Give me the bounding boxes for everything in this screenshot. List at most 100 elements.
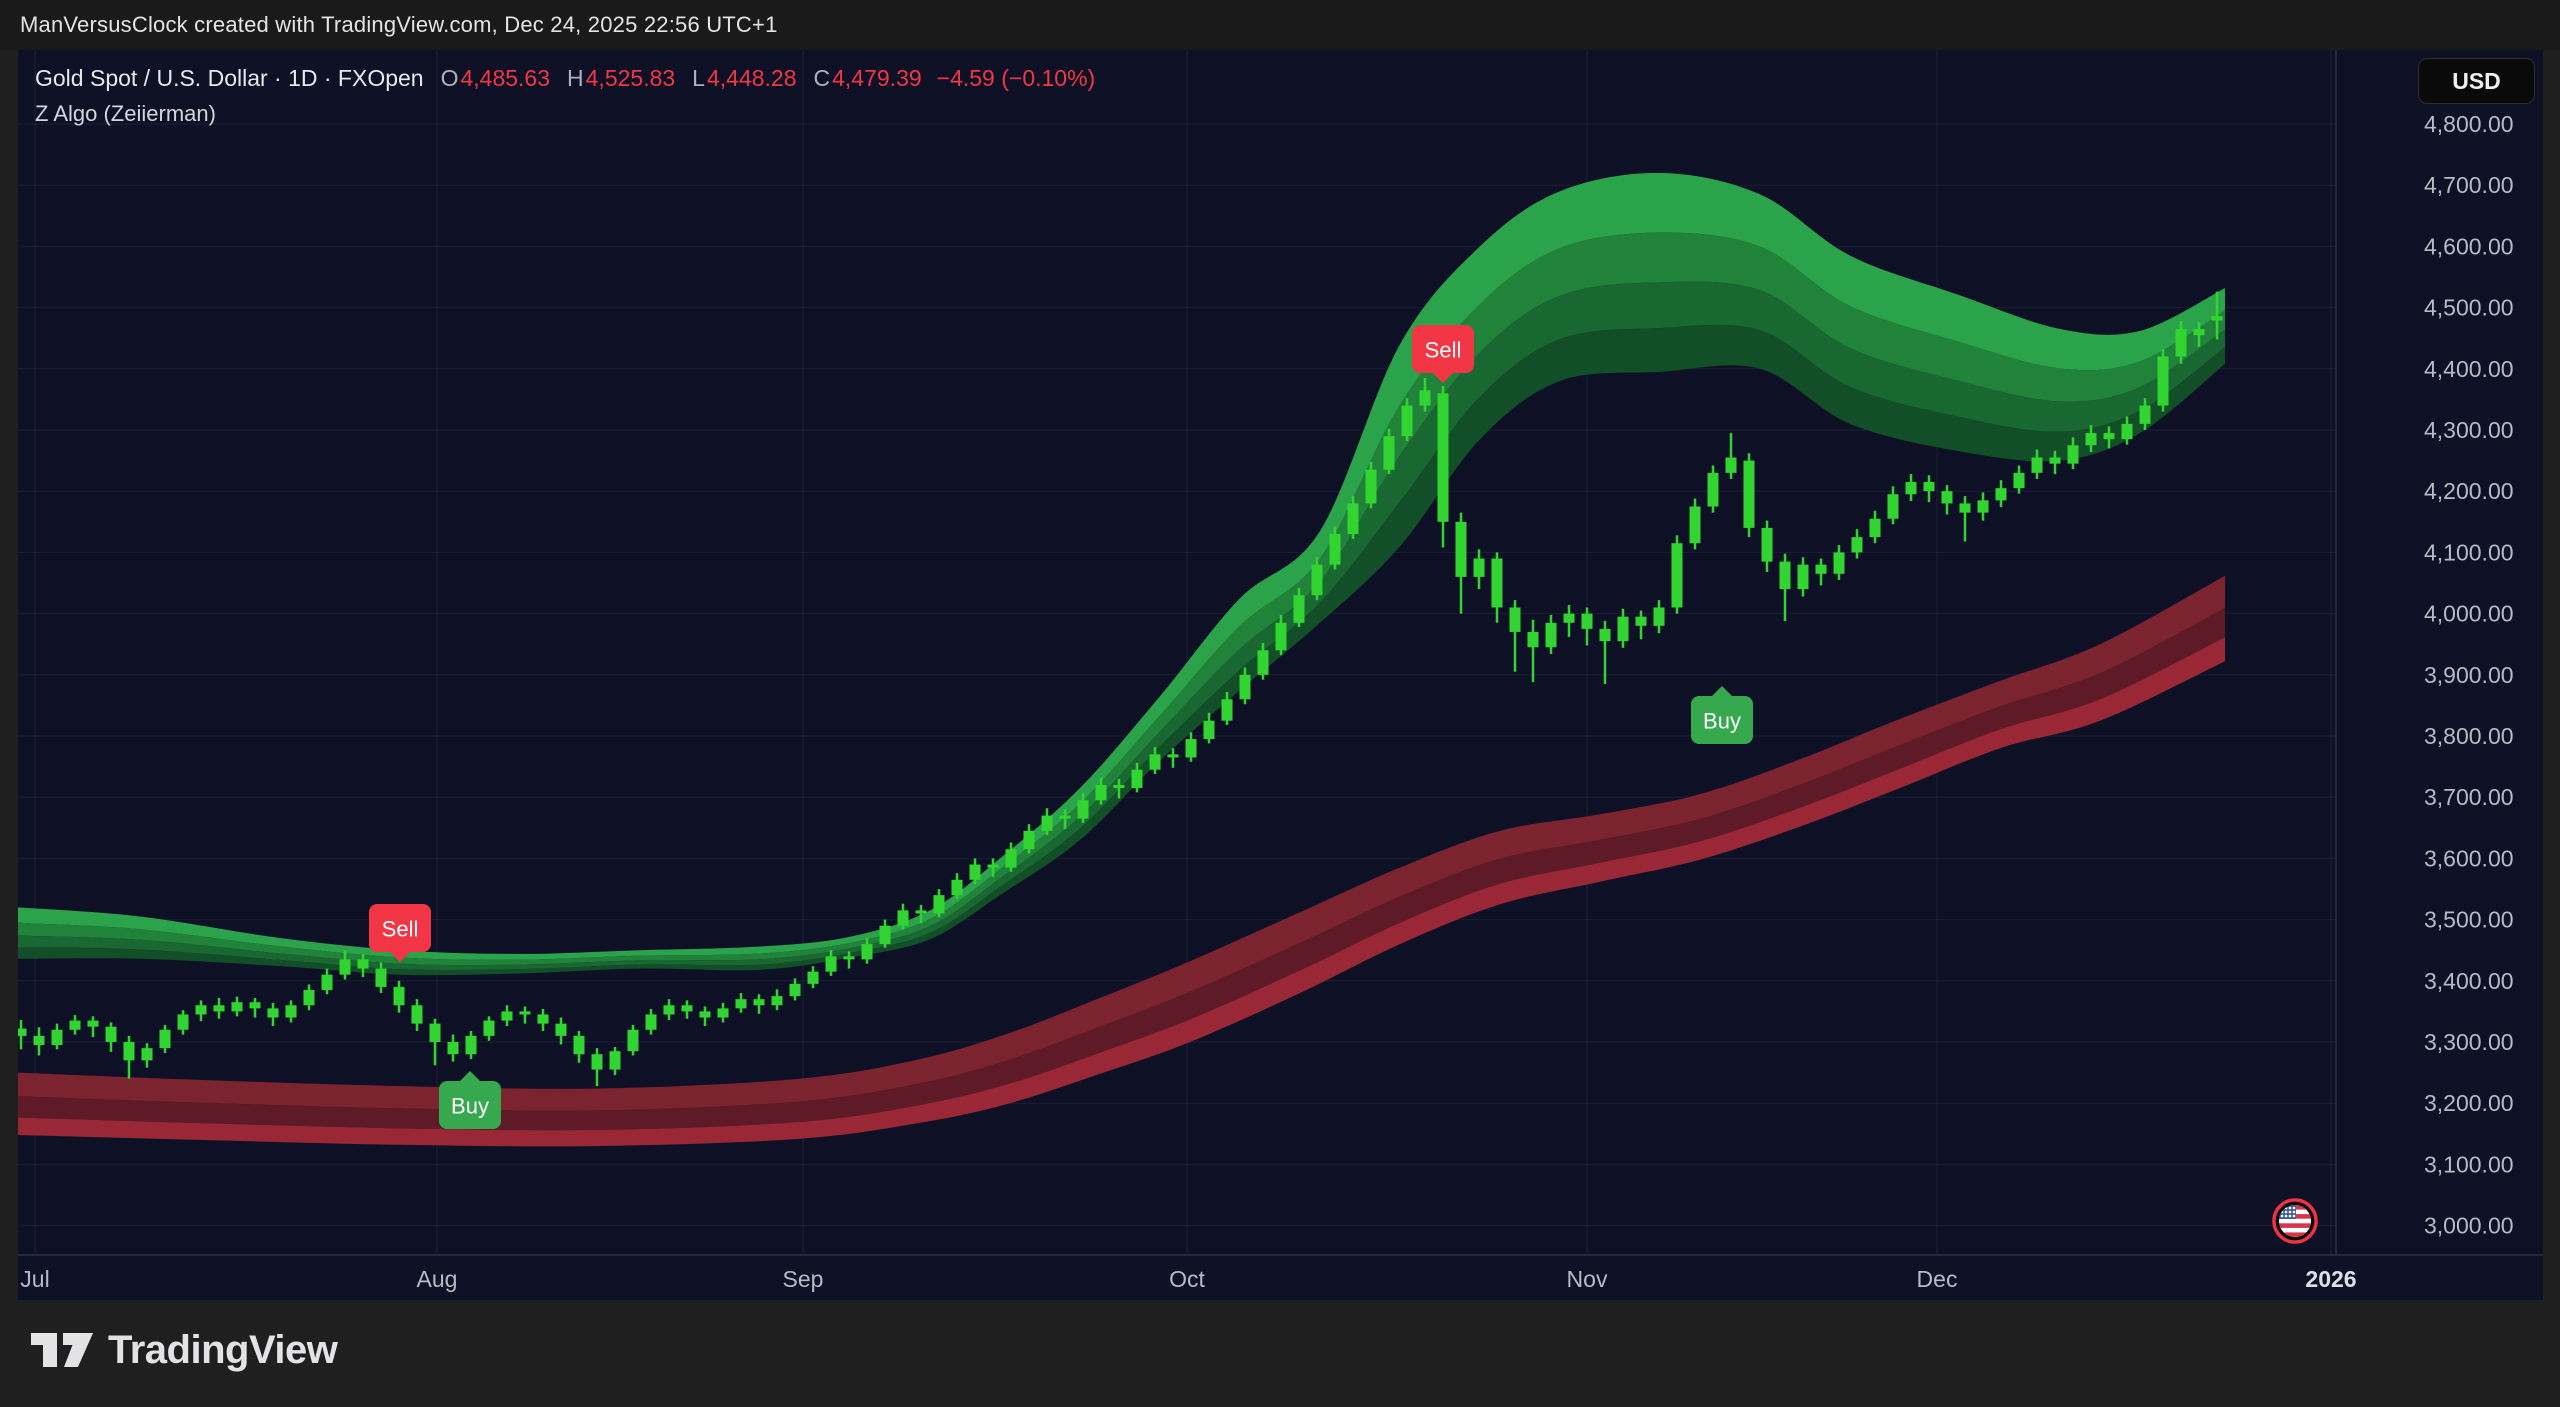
- tradingview-logo[interactable]: TradingView: [30, 1326, 338, 1374]
- candle-body: [555, 1023, 567, 1036]
- lower-red-band: [18, 608, 2225, 1131]
- candle-body: [2085, 433, 2097, 446]
- attribution-text: ManVersusClock created with TradingView.…: [20, 12, 778, 37]
- candle-body: [159, 1029, 171, 1049]
- candle-body: [1059, 815, 1071, 819]
- time-axis-label[interactable]: Nov: [1567, 1266, 1608, 1292]
- price-axis-label[interactable]: 3,200.00: [2424, 1090, 2514, 1116]
- upper-green-band: [18, 324, 2225, 976]
- price-chart[interactable]: 4,800.00 4,700.00 4,600.00 4,500.00 4,400.00…: [18, 50, 2543, 1300]
- candle-body: [267, 1008, 279, 1018]
- candle-body: [951, 879, 963, 896]
- candle-body: [1365, 469, 1377, 504]
- chart-pane[interactable]: 4,800.00 4,700.00 4,600.00 4,500.00 4,400.00…: [18, 50, 2543, 1300]
- candle-body: [1383, 436, 1395, 470]
- lower-red-band: [18, 575, 2225, 1111]
- candle-body: [1005, 849, 1017, 868]
- upper-green-band: [18, 172, 2225, 960]
- candle-body: [573, 1035, 585, 1055]
- price-axis-label[interactable]: 4,300.00: [2424, 417, 2514, 443]
- candle-body: [897, 910, 909, 926]
- time-axis-label[interactable]: 2026: [2305, 1266, 2356, 1292]
- price-axis-label[interactable]: 4,100.00: [2424, 539, 2514, 565]
- candle-body: [2049, 457, 2061, 464]
- candle-body: [1149, 754, 1161, 770]
- candle-body: [375, 968, 387, 987]
- candle-body: [1779, 561, 1791, 590]
- candle-body: [1095, 784, 1107, 801]
- signal-pointer: [1432, 372, 1454, 383]
- price-axis-label[interactable]: 4,500.00: [2424, 295, 2514, 321]
- candle-body: [285, 1005, 297, 1018]
- price-axis-label[interactable]: 3,800.00: [2424, 723, 2514, 749]
- price-axis-label[interactable]: 3,100.00: [2424, 1151, 2514, 1177]
- sell-signal-badge: Sell: [1412, 325, 1474, 383]
- candle-body: [1419, 390, 1431, 406]
- candle-body: [1869, 518, 1881, 538]
- time-axis-label[interactable]: Aug: [417, 1266, 458, 1292]
- attribution-bar: ManVersusClock created with TradingView.…: [0, 0, 2560, 50]
- chart-generated: 4,800.00 4,700.00 4,600.00 4,500.00 4,400.00…: [18, 50, 2543, 1292]
- candle-body: [1977, 500, 1989, 513]
- price-axis-label[interactable]: 3,600.00: [2424, 845, 2514, 871]
- candle-body: [627, 1029, 639, 1052]
- signal-box: [1691, 696, 1753, 744]
- price-axis-label[interactable]: 4,600.00: [2424, 233, 2514, 259]
- signal-box: [369, 904, 431, 952]
- candle-body: [825, 956, 837, 972]
- price-axis-label[interactable]: 4,700.00: [2424, 172, 2514, 198]
- candle-body: [807, 971, 819, 984]
- candle-body: [915, 910, 927, 914]
- candle-body: [1941, 491, 1953, 504]
- signal-label: Sell: [382, 917, 419, 942]
- candle-body: [1725, 457, 1737, 473]
- candle-body: [195, 1005, 207, 1015]
- price-axis-label[interactable]: 3,500.00: [2424, 907, 2514, 933]
- candle-body: [1761, 527, 1773, 562]
- candle-body: [735, 999, 747, 1009]
- price-axis-label[interactable]: 4,400.00: [2424, 356, 2514, 382]
- candle-body: [1473, 558, 1485, 577]
- candle-body: [1635, 616, 1647, 626]
- candle-body: [501, 1011, 513, 1021]
- price-axis-label[interactable]: 3,000.00: [2424, 1213, 2514, 1239]
- price-axis-label[interactable]: 3,700.00: [2424, 784, 2514, 810]
- price-axis-label[interactable]: 4,000.00: [2424, 601, 2514, 627]
- price-axis-label[interactable]: 4,800.00: [2424, 111, 2514, 137]
- candle-body: [645, 1014, 657, 1030]
- price-axis-label[interactable]: 3,300.00: [2424, 1029, 2514, 1055]
- signal-label: Buy: [451, 1094, 489, 1119]
- candle-body: [969, 864, 981, 880]
- candle-body: [1455, 521, 1467, 577]
- price-axis-label[interactable]: 4,200.00: [2424, 478, 2514, 504]
- candles: [18, 291, 2223, 1087]
- us-flag-icon: [2272, 1198, 2318, 1244]
- currency-button[interactable]: USD: [2418, 58, 2535, 104]
- candle-body: [1293, 595, 1305, 623]
- time-axis-label[interactable]: Dec: [1917, 1266, 1958, 1292]
- sell-signal-badge: Sell: [369, 904, 431, 962]
- candle-body: [537, 1014, 549, 1024]
- candle-body: [357, 959, 369, 969]
- time-axis-label[interactable]: Oct: [1169, 1266, 1205, 1292]
- candle-body: [1563, 613, 1575, 623]
- time-axis-label[interactable]: Jul: [20, 1266, 49, 1292]
- candle-body: [69, 1020, 81, 1030]
- candle-body: [1113, 784, 1125, 789]
- candle-body: [1923, 482, 1935, 492]
- candle-body: [2013, 472, 2025, 489]
- candle-body: [87, 1020, 99, 1027]
- candle-body: [1221, 699, 1233, 721]
- candle-body: [2067, 445, 2079, 464]
- candle-body: [1581, 613, 1593, 629]
- candle-body: [51, 1029, 63, 1046]
- candle-body: [843, 956, 855, 960]
- candle-body: [1815, 564, 1827, 574]
- time-axis-label[interactable]: Sep: [783, 1266, 824, 1292]
- price-axis-label[interactable]: 3,900.00: [2424, 662, 2514, 688]
- candle-body: [1797, 564, 1809, 590]
- price-axis-label[interactable]: 3,400.00: [2424, 968, 2514, 994]
- candle-body: [2193, 329, 2205, 336]
- candle-body: [987, 864, 999, 868]
- signal-pointer: [389, 951, 411, 962]
